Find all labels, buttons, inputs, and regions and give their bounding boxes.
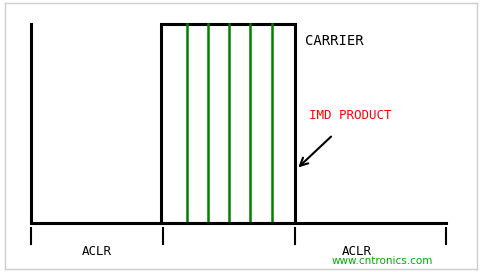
Text: CARRIER: CARRIER (305, 34, 363, 48)
Text: ACLR: ACLR (342, 245, 372, 258)
Text: IMD PRODUCT: IMD PRODUCT (309, 109, 392, 122)
Text: www.cntronics.com: www.cntronics.com (332, 256, 433, 267)
Text: ACLR: ACLR (82, 245, 112, 258)
Bar (161, 24, 295, 222)
